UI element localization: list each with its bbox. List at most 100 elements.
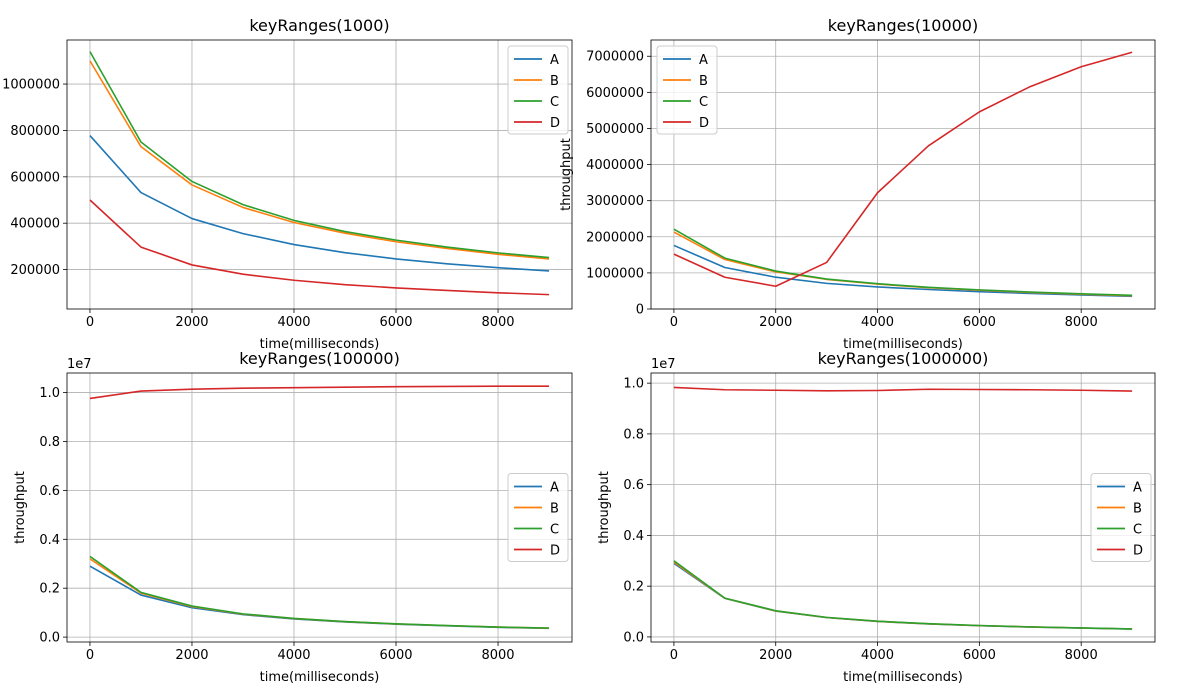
series-line-b: [673, 561, 1133, 630]
y-tick-label: 0.0: [623, 630, 644, 645]
y-tick-label: 0.8: [623, 427, 644, 442]
subplot-4: 0 2000 4000 6000 8000 0.0 0.2 0.4 0.6 0.8 1.0 keyRa…: [597, 349, 1156, 685]
x-tick-label: 0: [670, 648, 678, 663]
chart-title: keyRanges(10000): [828, 16, 978, 35]
x-tick-label: 0: [670, 315, 678, 330]
series-line-c: [673, 560, 1133, 630]
legend-label-c: C: [699, 95, 708, 110]
y-tick-label: 0.4: [39, 533, 60, 548]
y-tick-label: 600000: [10, 170, 60, 185]
legend-box: [507, 473, 569, 562]
x-axis-label: time(milliseconds): [260, 337, 380, 352]
y-tick-label: 1000000: [2, 78, 60, 93]
y-tick-label: 4000000: [586, 158, 644, 173]
legend-box: [656, 45, 718, 135]
y-tick-label: 0.2: [623, 580, 644, 595]
legend-label-a: A: [699, 53, 708, 68]
y-tick-label: 1.0: [39, 386, 60, 401]
axes-frame: [66, 39, 573, 310]
series-line-d: [673, 51, 1133, 288]
legend-box: [1090, 473, 1152, 562]
x-tick-label: 6000: [963, 648, 996, 663]
y-tick-label: 0.0: [39, 631, 60, 646]
chart-title: keyRanges(100000): [239, 349, 400, 368]
x-tick-label: 0: [86, 648, 94, 663]
series-line-b: [89, 60, 550, 260]
chart-title: keyRanges(1000000): [818, 349, 989, 368]
x-tick-label: 0: [86, 315, 94, 330]
y-tick-label: 0.6: [39, 484, 60, 499]
x-tick-label: 2000: [759, 648, 792, 663]
series-line-c: [89, 51, 550, 259]
subplot-3: 0 2000 4000 6000 8000 0.0 0.2 0.4 0.6 0.8 1.0 keyRa…: [13, 349, 573, 685]
series-line-a: [673, 244, 1133, 298]
legend-label-a: A: [1133, 481, 1142, 496]
x-tick-label: 4000: [277, 648, 310, 663]
y-tick-label: 0.6: [623, 478, 644, 493]
x-axis-label: time(milliseconds): [260, 670, 380, 685]
legend-label-b: B: [1133, 502, 1142, 517]
y-axis-label: throughput: [559, 138, 574, 211]
legend-label-d: D: [1133, 544, 1143, 559]
y-axis-label: throughput: [597, 471, 612, 544]
y-tick-label: 800000: [10, 124, 60, 139]
x-tick-label: 8000: [481, 315, 514, 330]
axes-frame: [650, 39, 1156, 310]
y-tick-label: 0.8: [39, 435, 60, 450]
legend-label-a: A: [550, 53, 559, 68]
series-line-d: [89, 199, 550, 296]
y-tick-label: 0.2: [39, 582, 60, 597]
y-offset-label: 1e7: [67, 357, 92, 372]
legend-label-a: A: [550, 481, 559, 496]
y-tick-label: 7000000: [586, 50, 644, 65]
series-line-d: [89, 385, 550, 400]
legend-label-b: B: [550, 502, 559, 517]
y-tick-label: 0: [636, 303, 644, 318]
x-tick-label: 8000: [481, 648, 514, 663]
legend-label-c: C: [550, 95, 559, 110]
legend-label-b: B: [550, 74, 559, 89]
legend-box: [507, 45, 569, 135]
subplot-1: 0 2000 4000 6000 8000 200000 400000 600000 80000…: [2, 16, 573, 352]
y-tick-label: 0.4: [623, 529, 644, 544]
x-tick-label: 2000: [759, 315, 792, 330]
axes-frame: [650, 372, 1156, 643]
x-tick-label: 6000: [379, 315, 412, 330]
x-axis-label: time(milliseconds): [843, 337, 963, 352]
y-offset-label: 1e7: [651, 357, 676, 372]
y-axis-label: throughput: [13, 471, 28, 544]
y-tick-label: 3000000: [586, 194, 644, 209]
legend-label-d: D: [699, 116, 709, 131]
y-tick-label: 1000000: [586, 266, 644, 281]
axes-frame: [66, 372, 573, 643]
y-tick-label: 200000: [10, 263, 60, 278]
series-line-a: [89, 135, 550, 272]
y-tick-label: 1.0: [623, 377, 644, 392]
legend-label-c: C: [1133, 523, 1142, 538]
series-line-d: [673, 386, 1133, 392]
x-tick-label: 6000: [963, 315, 996, 330]
x-tick-label: 2000: [175, 315, 208, 330]
legend-label-b: B: [699, 74, 708, 89]
x-tick-label: 8000: [1065, 315, 1098, 330]
x-tick-label: 6000: [379, 648, 412, 663]
legend-label-d: D: [550, 544, 560, 559]
y-tick-label: 5000000: [586, 122, 644, 137]
x-tick-label: 4000: [861, 315, 894, 330]
y-tick-label: 6000000: [586, 86, 644, 101]
series-line-c: [673, 228, 1133, 297]
series-line-b: [89, 558, 550, 629]
x-tick-label: 4000: [277, 315, 310, 330]
x-tick-label: 2000: [175, 648, 208, 663]
y-tick-label: 400000: [10, 217, 60, 232]
x-axis-label: time(milliseconds): [843, 670, 963, 685]
series-line-a: [673, 562, 1133, 630]
subplot-2: 0 2000 4000 6000 8000 0 1000000 2000000 3000000 4…: [559, 16, 1156, 352]
chart-title: keyRanges(1000): [249, 16, 389, 35]
legend-label-c: C: [550, 523, 559, 538]
